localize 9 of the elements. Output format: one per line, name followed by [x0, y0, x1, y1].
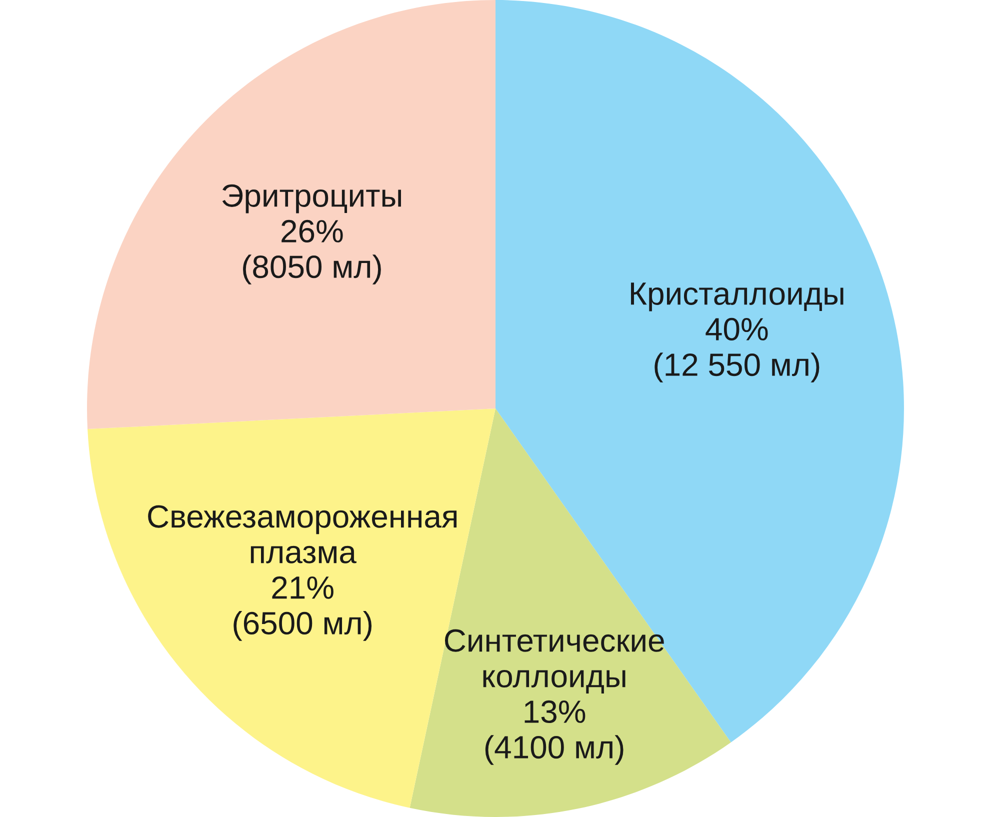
data-label: 21% (6500 мл) — [234, 576, 372, 641]
data-label: 26% (8050 мл) — [243, 220, 381, 284]
pie-slice — [87, 0, 496, 430]
slice-label: Свежезамороженная плазма — [148, 505, 457, 564]
slice-label: Синтетические коллоиды — [444, 629, 664, 694]
data-label: 13% (4100 мл) — [485, 700, 624, 765]
slice-label: Кристаллоиды — [631, 282, 844, 312]
slice-label: Эритроциты — [222, 184, 401, 214]
data-label: 40% (12 550 мл) — [654, 318, 820, 382]
